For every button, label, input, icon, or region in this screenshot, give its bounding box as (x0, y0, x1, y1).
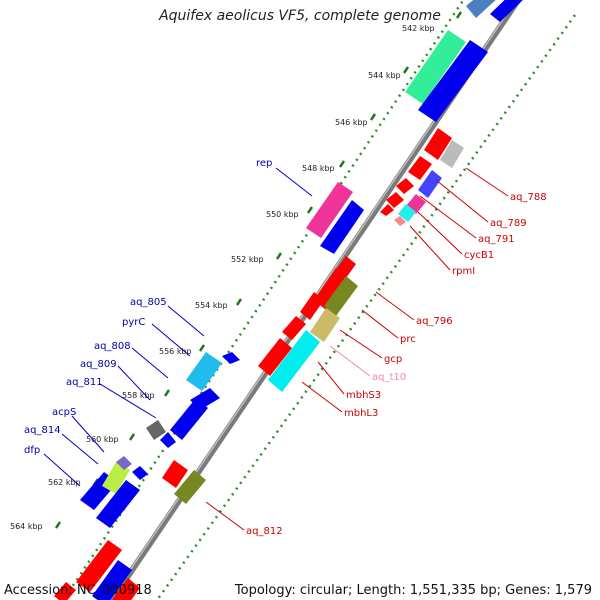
genome-summary-text: Topology: circular; Length: 1,551,335 bp… (234, 583, 592, 598)
gene-feature[interactable] (490, 0, 525, 22)
gene-feature[interactable] (222, 352, 240, 364)
gene-label-aq789: aq_789 (490, 218, 527, 229)
tick-label: 564 kbp (10, 522, 43, 531)
inner-tick-track (155, 14, 577, 600)
tick-label: 562 kbp (48, 478, 81, 487)
reverse-genes (54, 128, 464, 600)
gene-feature[interactable] (102, 462, 130, 494)
forward-genes (80, 0, 500, 528)
gene-feature[interactable] (162, 460, 188, 488)
gene-label-aq796: aq_796 (416, 316, 453, 327)
gene-feature[interactable] (396, 178, 414, 194)
gene-feature[interactable] (112, 578, 140, 600)
tick-label: 550 kbp (266, 210, 299, 219)
map-title: Aquifex aeolicus VF5, complete genome (159, 8, 441, 24)
forward-gene-labels: rep aq_805 pyrC aq_808 aq_809 aq_811 acp… (24, 158, 272, 456)
tick-label: 544 kbp (368, 71, 401, 80)
gene-feature[interactable] (300, 292, 324, 320)
gene-feature[interactable] (258, 338, 292, 376)
gene-feature[interactable] (408, 156, 432, 180)
tick-label: 542 kbp (402, 24, 435, 33)
gene-label-mbhS3: mbhS3 (346, 390, 381, 401)
gene-feature[interactable] (405, 30, 466, 104)
gene-label-pyrC: pyrC (122, 317, 145, 328)
gene-feature[interactable] (398, 204, 416, 222)
tick-label: 556 kbp (159, 347, 192, 356)
accession-text: Accession: NC_000918 (4, 583, 152, 598)
gene-label-aq791: aq_791 (478, 234, 515, 245)
gene-feature[interactable] (116, 456, 132, 470)
tick-labels: 542 kbp 544 kbp 546 kbp 548 kbp 550 kbp … (10, 24, 435, 531)
gene-label-aqt10: aq_t10 (372, 372, 406, 383)
label-leader-lines (43, 167, 509, 531)
tick-label: 554 kbp (195, 301, 228, 310)
gene-label-rpmI: rpmI (452, 266, 475, 277)
tick-marks (54, 11, 463, 529)
gene-label-prc: prc (400, 334, 416, 345)
gene-feature[interactable] (160, 432, 176, 448)
gene-feature[interactable] (320, 200, 364, 254)
gene-feature[interactable] (386, 192, 404, 208)
gene-feature[interactable] (418, 40, 488, 122)
gene-feature[interactable] (76, 540, 122, 592)
gene-label-aq811: aq_811 (66, 377, 103, 388)
gene-label-aq809: aq_809 (80, 359, 117, 370)
gene-label-rep: rep (256, 158, 272, 169)
gene-feature[interactable] (394, 216, 406, 226)
gene-label-aq788: aq_788 (510, 192, 547, 203)
gene-label-aq812: aq_812 (246, 526, 283, 537)
gene-feature[interactable] (54, 582, 76, 600)
gene-label-acpS: acpS (52, 407, 76, 418)
tick-label: 552 kbp (231, 255, 264, 264)
gene-feature[interactable] (146, 420, 166, 440)
tick-label: 560 kbp (86, 435, 119, 444)
gene-feature[interactable] (132, 466, 148, 480)
outer-tick-track (68, 0, 465, 591)
gene-label-aq805: aq_805 (130, 297, 167, 308)
gene-feature[interactable] (466, 0, 500, 18)
gene-feature[interactable] (310, 308, 340, 342)
reverse-gene-labels: aq_788 aq_789 aq_791 cycB1 rpmI aq_796 p… (246, 192, 547, 537)
gene-feature[interactable] (324, 276, 358, 316)
gene-label-dfp: dfp (24, 445, 40, 456)
gene-feature[interactable] (186, 352, 222, 391)
gene-label-aq808: aq_808 (94, 341, 131, 352)
gene-feature[interactable] (282, 316, 306, 340)
gene-label-mbhL3: mbhL3 (344, 408, 378, 419)
tick-label: 546 kbp (335, 118, 368, 127)
gene-feature[interactable] (424, 128, 452, 160)
gene-feature[interactable] (190, 388, 220, 410)
gene-feature[interactable] (306, 182, 353, 238)
gene-label-gcp: gcp (384, 354, 402, 365)
gene-feature[interactable] (96, 480, 140, 528)
forward-bars (320, 0, 525, 254)
gene-feature[interactable] (380, 204, 394, 216)
gene-feature[interactable] (440, 140, 464, 168)
gene-label-aq814: aq_814 (24, 425, 61, 436)
gene-feature[interactable] (268, 330, 320, 392)
tick-label: 558 kbp (122, 391, 155, 400)
gene-feature[interactable] (92, 560, 132, 600)
gene-label-cycB1: cycB1 (464, 250, 494, 261)
tick-label: 548 kbp (302, 164, 335, 173)
gene-feature[interactable] (174, 470, 206, 504)
gene-feature[interactable] (418, 170, 442, 198)
